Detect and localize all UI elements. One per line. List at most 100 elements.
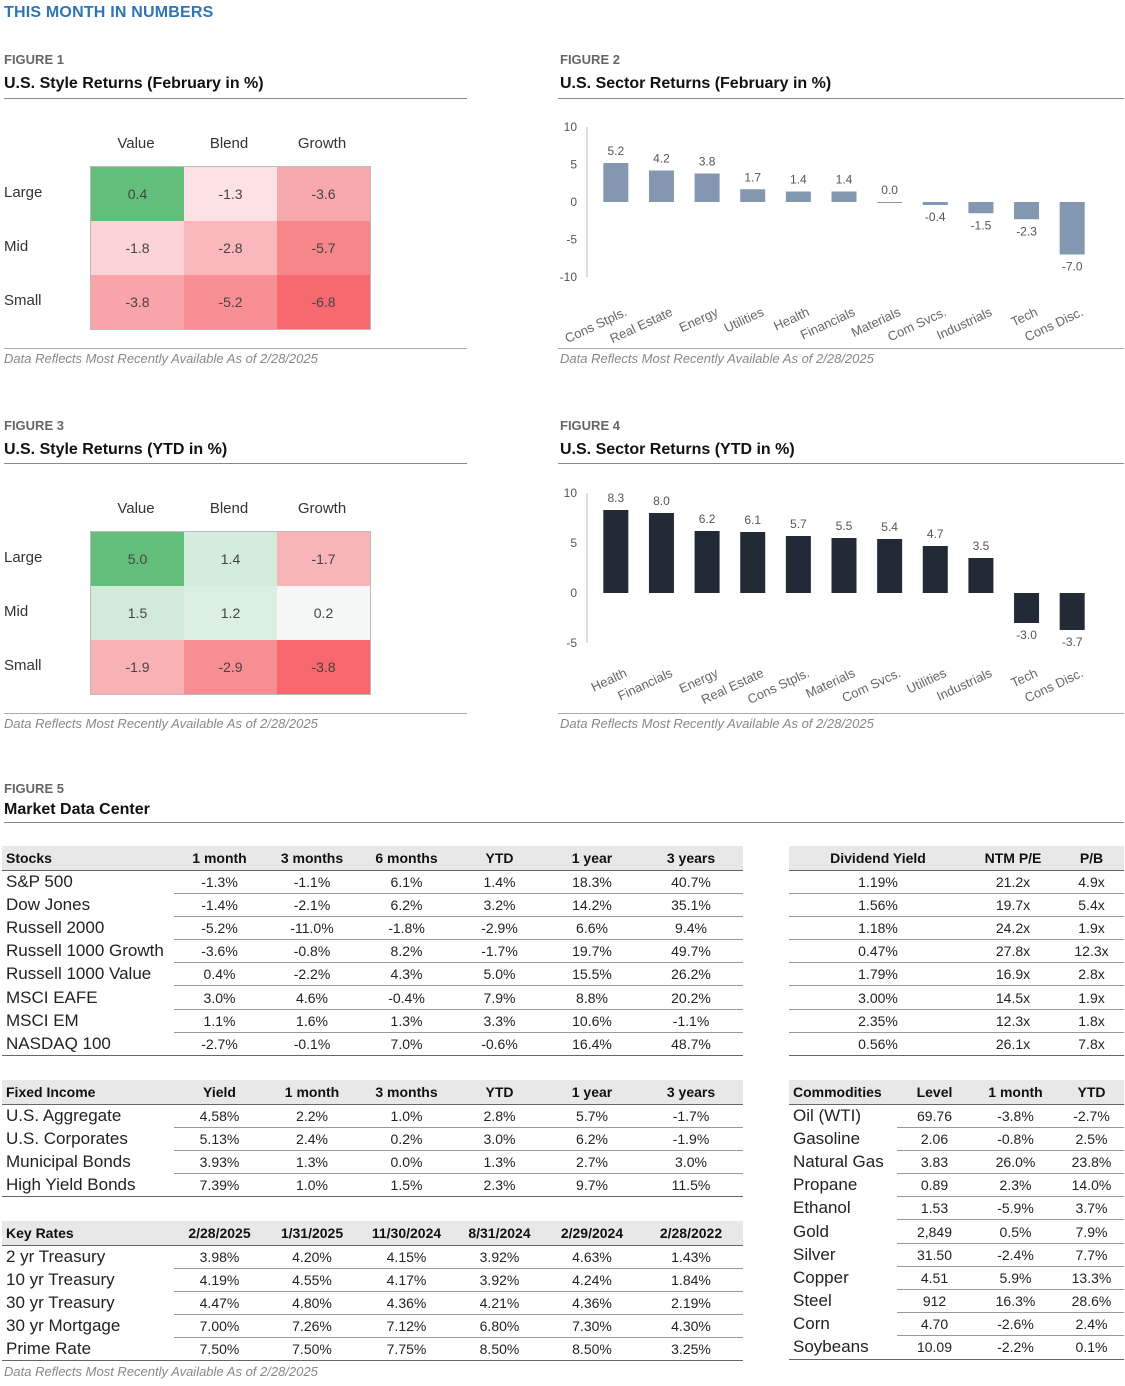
fig4-y-tick: 5 <box>570 536 577 550</box>
key-rates-header-cell: Key Rates <box>2 1221 174 1246</box>
fixed-income-cell: -1.7% <box>639 1104 743 1128</box>
key-rates-cell: 4.30% <box>639 1314 743 1339</box>
stocks-cell: -0.4% <box>359 985 454 1010</box>
valuation-cell: 5.4x <box>1059 893 1124 917</box>
stocks-cell: -0.8% <box>265 939 359 964</box>
stocks-cell: 16.4% <box>545 1032 639 1057</box>
stocks-cell: 3.2% <box>454 893 545 917</box>
fig2-bar <box>785 191 811 202</box>
commodities-row: Ethanol 1.53 -5.9% 3.7% <box>789 1196 1124 1221</box>
fixed-income-cell: 1.3% <box>265 1150 359 1175</box>
commodities-cell: 4.70 <box>897 1312 972 1337</box>
key-rates-row: Prime Rate 7.50% 7.50% 7.75% 8.50% 8.50% 3.25% <box>2 1337 743 1362</box>
valuation-row: 3.00% 14.5x 1.9x <box>789 985 1124 1010</box>
commodities-cell: 0.5% <box>972 1219 1059 1244</box>
fig2-data-label: -0.4 <box>925 210 946 224</box>
commodities-cell: Corn <box>793 1314 830 1334</box>
stocks-cell: 0.4% <box>174 962 265 987</box>
fig4-data-label: 5.5 <box>836 519 853 533</box>
commodities-cell: 7.9% <box>1059 1219 1124 1244</box>
figure-2-title: U.S. Sector Returns (February in %) <box>560 75 832 92</box>
fig4-data-label: -3.7 <box>1062 635 1083 649</box>
commodities-cell: Silver <box>793 1244 836 1264</box>
key-rates-cell: 4.63% <box>545 1245 639 1269</box>
stocks-cell: 4.6% <box>265 985 359 1010</box>
valuation-cell: 12.3x <box>1059 939 1124 964</box>
commodities-header-cell: Commodities <box>789 1080 897 1105</box>
stocks-cell: 49.7% <box>639 939 743 964</box>
valuation-cell: 12.3x <box>967 1009 1059 1033</box>
stocks-cell: -1.4% <box>174 893 265 917</box>
stocks-cell: Dow Jones <box>6 894 91 914</box>
stocks-cell: MSCI EM <box>6 1010 79 1030</box>
fixed-income-cell: 2.8% <box>454 1104 545 1128</box>
fig2-y-tick: -5 <box>566 233 577 247</box>
fig1-col-header-growth: Growth <box>297 135 347 152</box>
stocks-cell: 1.4% <box>454 870 545 894</box>
figure-1-title-rule <box>4 98 467 99</box>
key-rates-cell: 4.19% <box>174 1268 265 1292</box>
commodities-cell: 14.0% <box>1059 1173 1124 1198</box>
fig3-row-header-large: Large <box>4 549 43 566</box>
fig3-grid: 5.0 1.4 -1.7 1.5 1.2 0.2 -1.9 -2.9 -3.8 <box>90 531 371 695</box>
commodities-cell: Propane <box>793 1175 858 1195</box>
commodities-cell: 0.89 <box>897 1173 972 1198</box>
commodities-cell: 2,849 <box>897 1219 972 1244</box>
key-rates-cell: 3.92% <box>454 1268 545 1292</box>
key-rates-cell: 4.24% <box>545 1268 639 1292</box>
commodities-cell: 26.0% <box>972 1150 1059 1175</box>
valuation-cell: 1.56% <box>789 893 967 917</box>
stocks-header-cell: 1 month <box>174 846 265 871</box>
fixed-income-cell: 3.0% <box>639 1150 743 1175</box>
stocks-cell: -2.1% <box>265 893 359 917</box>
key-rates-cell: 4.55% <box>265 1268 359 1292</box>
key-rates-cell: 7.00% <box>174 1314 265 1339</box>
fixed-income-cell: 2.2% <box>265 1104 359 1128</box>
fig4-data-label: 5.4 <box>881 520 898 534</box>
valuation-cell: 27.8x <box>967 939 1059 964</box>
key-rates-cell: 7.75% <box>359 1337 454 1362</box>
fixed-income-header-cell: 1 month <box>265 1080 359 1105</box>
figure-3-heatmap: Value Blend Growth Large Mid Small 5.0 1.4 -1.7 1… <box>0 485 470 700</box>
valuation-cell: 3.00% <box>789 985 967 1010</box>
key-rates-header-cell: 11/30/2024 <box>359 1221 454 1246</box>
commodities-cell: -2.7% <box>1059 1104 1124 1128</box>
fig3-cell-large-value: 5.0 <box>91 532 184 586</box>
fig2-bar <box>968 202 994 214</box>
fixed-income-header-row: Fixed Income Yield 1 month 3 months YTD 1 yea… <box>2 1080 743 1105</box>
key-rates-cell: 3.92% <box>454 1245 545 1269</box>
commodities-table: Commodities Level 1 month YTD Oil (WTI) 69.76… <box>789 1080 1124 1360</box>
key-rates-cell: 4.36% <box>545 1291 639 1316</box>
commodities-cell: 2.06 <box>897 1127 972 1151</box>
valuation-cell: 14.5x <box>967 985 1059 1010</box>
key-rates-table: Key Rates 2/28/2025 1/31/2025 11/30/2024 8/3… <box>2 1221 743 1362</box>
fig1-row-header-small: Small <box>4 292 42 309</box>
fixed-income-cell: 0.0% <box>359 1150 454 1175</box>
stocks-cell: -11.0% <box>265 916 359 941</box>
valuation-cell: 0.56% <box>789 1032 967 1057</box>
valuation-cell: 1.9x <box>1059 985 1124 1010</box>
key-rates-cell: 8.50% <box>545 1337 639 1362</box>
stocks-cell: 6.2% <box>359 893 454 917</box>
figure-4-note: Data Reflects Most Recently Available As… <box>560 716 874 731</box>
fixed-income-row: U.S. Corporates 5.13% 2.4% 0.2% 3.0% 6.2% -1.9… <box>2 1127 743 1151</box>
fixed-income-cell: 5.7% <box>545 1104 639 1128</box>
valuation-row: 0.47% 27.8x 12.3x <box>789 939 1124 964</box>
key-rates-cell: 7.50% <box>265 1337 359 1362</box>
commodities-cell: 16.3% <box>972 1289 1059 1314</box>
key-rates-header-cell: 1/31/2025 <box>265 1221 359 1246</box>
commodities-row: Propane 0.89 2.3% 14.0% <box>789 1173 1124 1198</box>
fig1-cell-large-growth: -3.6 <box>277 167 370 221</box>
fig2-y-tick: 0 <box>570 195 577 209</box>
stocks-cell: -0.6% <box>454 1032 545 1057</box>
commodities-cell: -2.4% <box>972 1243 1059 1267</box>
fig2-bar <box>648 170 674 202</box>
fig4-bar <box>922 546 948 593</box>
stocks-row: Russell 2000 -5.2% -11.0% -1.8% -2.9% 6.6% 9.4… <box>2 916 743 941</box>
fig4-data-label: -3.0 <box>1016 628 1037 642</box>
commodities-cell: -2.6% <box>972 1312 1059 1337</box>
fig2-data-label: 4.2 <box>653 152 670 166</box>
stocks-cell: 7.0% <box>359 1032 454 1057</box>
commodities-cell: 2.4% <box>1059 1312 1124 1337</box>
stocks-cell: Russell 2000 <box>6 917 105 937</box>
